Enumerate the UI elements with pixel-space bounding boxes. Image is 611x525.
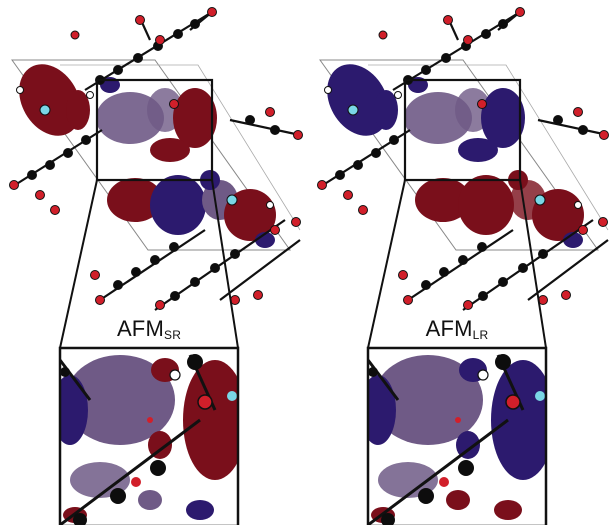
left-atoms [9,7,303,310]
left-zoom-frame [58,346,240,525]
left-zoom-inset [58,346,240,525]
right-zoom-frame [366,346,548,525]
right-crystal-structure [317,7,609,349]
right-zoom-inset [366,346,548,525]
left-label-main: AFM [116,316,164,341]
left-label-sub: SR [163,328,182,342]
right-panel-label: AFMLR [367,316,547,342]
right-zoom-selection-box [403,78,522,182]
right-label-sub: LR [472,328,489,342]
right-spin-lobes [327,64,584,248]
left-unit-cell [11,59,291,251]
left-panel-label: AFMSR [59,316,239,342]
left-zoom-selection-box [95,78,214,182]
right-atoms [317,7,609,310]
left-spin-lobes [19,64,276,248]
right-unit-cell [319,59,599,251]
right-label-main: AFM [425,316,473,341]
left-crystal-structure [9,7,303,349]
